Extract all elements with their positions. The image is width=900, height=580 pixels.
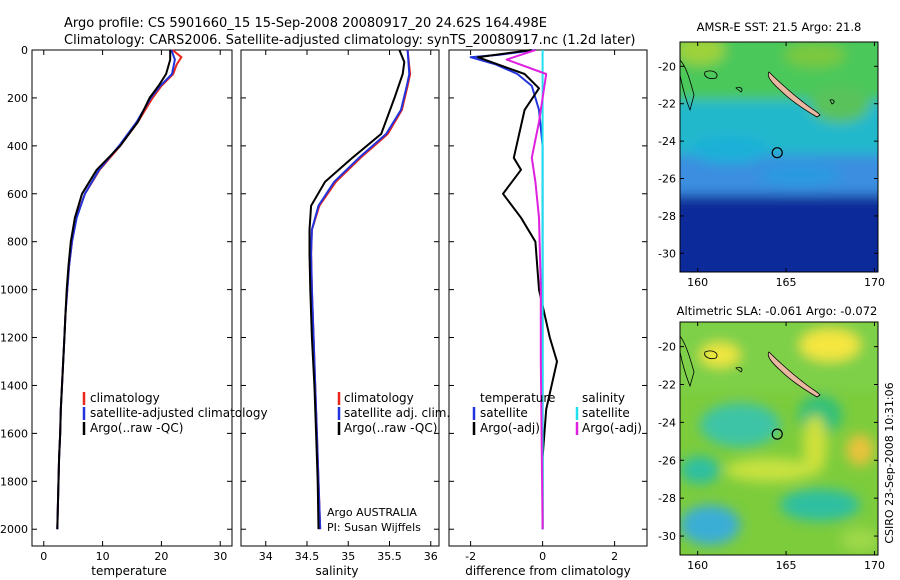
legend-label-climatology: climatology	[344, 391, 414, 405]
x-tick-label: 35	[341, 550, 355, 563]
y-tick-label: 800	[7, 236, 28, 249]
y-tick-label: -20	[658, 60, 676, 73]
x-tick-label: 170	[864, 276, 885, 289]
series-line	[56, 50, 172, 530]
y-tick-label: -30	[658, 247, 676, 260]
difference-panel-frame	[448, 49, 648, 547]
sla-map-title: Altimetric SLA: -0.061 Argo: -0.072	[677, 304, 878, 318]
x-tick-label: 160	[687, 559, 708, 572]
series-line	[56, 49, 176, 530]
series-line	[56, 49, 183, 530]
y-tick-label: 600	[7, 188, 28, 201]
sla-map-frame	[679, 321, 879, 556]
argo-position-marker	[771, 147, 783, 159]
y-tick-label: -28	[658, 492, 676, 505]
sst-map-frame	[679, 41, 879, 273]
series-line	[310, 49, 412, 530]
y-tick-label: 1600	[0, 427, 28, 440]
difference-axis-label: difference from climatology	[465, 564, 631, 578]
x-tick-label: 30	[213, 550, 227, 563]
institution-annotation: Argo AUSTRALIA	[327, 506, 417, 519]
side-credit: CSIRO 23-Sep-2008 10:31:06	[883, 382, 896, 543]
y-tick-label: 2000	[0, 523, 28, 536]
y-tick-label: 400	[7, 140, 28, 153]
y-tick-label: 200	[7, 92, 28, 105]
legend-label-temp-argo: Argo(-adj)	[480, 421, 540, 435]
temperature-plot: 0 10 20 30 0 200 400 600 800 1000 1200 1400 1600 1800…	[0, 44, 232, 563]
sst-map-axes: 160 165 170 -20 -22 -24 -26 -28 -30	[658, 42, 885, 289]
x-tick-label: 36	[424, 550, 438, 563]
temperature-legend: climatology satellite-adjusted climatolo…	[82, 391, 268, 435]
pi-annotation: PI: Susan Wijffels	[327, 521, 421, 534]
difference-plot: -2 0 2	[449, 49, 647, 563]
x-tick-label: 34	[259, 550, 273, 563]
x-tick-label: 10	[96, 550, 110, 563]
legend-heading-salinity: salinity	[582, 391, 625, 405]
y-tick-label: -20	[658, 341, 676, 354]
legend-heading-temperature: temperature	[480, 391, 555, 405]
series-line	[476, 49, 558, 530]
argo-position-marker	[771, 428, 783, 440]
salinity-panel-frame	[240, 49, 440, 547]
y-tick-label: 1200	[0, 332, 28, 345]
y-tick-label: 0	[21, 44, 28, 57]
salinity-plot: 34 34.5 35 35.5 36	[241, 49, 439, 563]
x-tick-label: 2	[611, 550, 618, 563]
salinity-legend: climatology satellite adj. clim. Argo(..…	[337, 391, 450, 435]
sla-map	[680, 322, 878, 555]
y-tick-label: 1000	[0, 284, 28, 297]
x-tick-label: 34.5	[295, 550, 320, 563]
legend-label-sal-argo: Argo(-adj)	[582, 421, 642, 435]
legend-label-climatology: climatology	[90, 391, 160, 405]
y-tick-label: -26	[658, 173, 676, 186]
y-tick-label: -30	[658, 530, 676, 543]
temperature-axis-label: temperature	[91, 564, 166, 578]
salinity-axis-label: salinity	[315, 564, 358, 578]
x-tick-label: 20	[154, 550, 168, 563]
x-tick-label: 170	[864, 559, 885, 572]
temperature-panel-frame	[31, 49, 233, 547]
difference-legend: temperature satellite Argo(-adj) salinit…	[472, 391, 642, 435]
y-tick-label: -28	[658, 210, 676, 223]
x-tick-label: 165	[776, 559, 797, 572]
series-line	[308, 49, 406, 530]
legend-label-sal-satellite: satellite	[582, 406, 630, 420]
sst-map	[680, 42, 878, 272]
x-tick-label: 165	[776, 276, 797, 289]
x-tick-label: 0	[539, 550, 546, 563]
y-tick-label: -26	[658, 454, 676, 467]
legend-label-satellite: satellite-adjusted climatology	[90, 406, 268, 420]
y-tick-label: -24	[658, 135, 676, 148]
figure-title-line1: Argo profile: CS 5901660_15 15-Sep-2008 …	[64, 16, 547, 31]
sla-map-axes: 160 165 170 -20 -22 -24 -26 -28 -30	[658, 322, 885, 572]
x-tick-label: 0	[40, 550, 47, 563]
x-tick-label: -2	[465, 550, 476, 563]
series-line	[505, 49, 548, 530]
y-tick-label: -24	[658, 416, 676, 429]
y-tick-label: -22	[658, 379, 676, 392]
series-line	[469, 49, 544, 530]
x-tick-label: 35.5	[377, 550, 402, 563]
legend-label-temp-satellite: satellite	[480, 406, 528, 420]
sst-map-title: AMSR-E SST: 21.5 Argo: 21.8	[697, 20, 862, 34]
series-line	[310, 49, 411, 530]
y-tick-label: 1400	[0, 379, 28, 392]
legend-label-argo: Argo(..raw -QC)	[344, 421, 437, 435]
y-tick-label: -22	[658, 98, 676, 111]
legend-label-satellite: satellite adj. clim.	[344, 406, 450, 420]
figure-title-line2: Climatology: CARS2006. Satellite-adjuste…	[64, 33, 636, 48]
y-tick-label: 1800	[0, 475, 28, 488]
legend-label-argo: Argo(..raw -QC)	[90, 421, 183, 435]
x-tick-label: 160	[687, 276, 708, 289]
